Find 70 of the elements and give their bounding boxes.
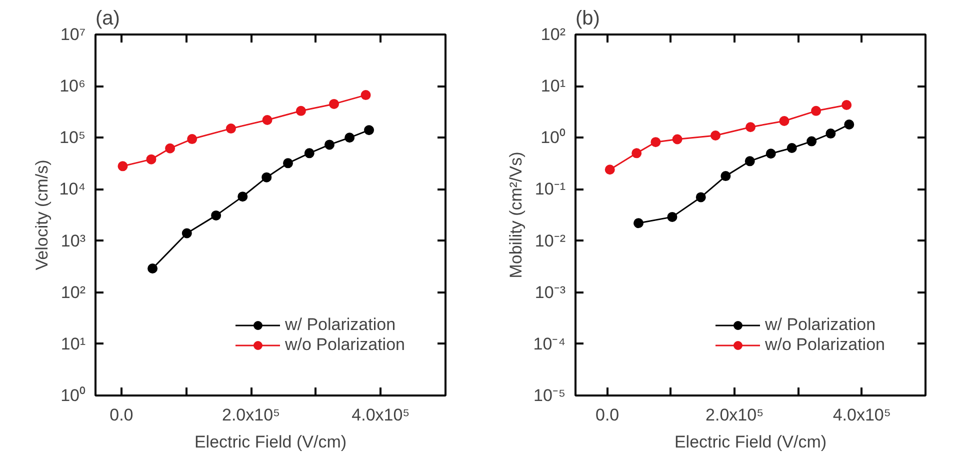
point — [364, 125, 374, 136]
point — [165, 143, 176, 154]
y-tick-label: 10¹ — [60, 334, 86, 354]
y-tick-label: 10⁻² — [534, 231, 566, 250]
y-tick-label: 10⁵ — [60, 128, 86, 148]
legend-label: w/ Polarization — [764, 315, 876, 335]
x-axis-title: Electric Field (V/cm) — [674, 432, 827, 452]
point — [744, 156, 755, 166]
point — [779, 116, 790, 126]
point — [786, 143, 797, 153]
point — [360, 90, 371, 100]
point — [329, 98, 340, 109]
point — [187, 134, 198, 144]
x-tick-label: 2.0x10⁵ — [222, 406, 280, 424]
point — [844, 119, 854, 130]
legend-label: w/o Polarization — [764, 335, 885, 355]
y-tick-label: 10⁷ — [60, 25, 86, 44]
point — [842, 100, 852, 110]
point — [118, 161, 128, 172]
point — [304, 148, 314, 158]
y-tick-label: 10⁰ — [540, 128, 566, 148]
y-axis-title: Velocity (cm/s) — [32, 160, 52, 270]
point — [283, 158, 293, 168]
x-tick-label: 0.0 — [110, 406, 134, 424]
y-tick-label: 10⁴ — [59, 180, 86, 199]
point — [262, 114, 272, 125]
y-tick-label: 10² — [60, 282, 86, 302]
point — [650, 137, 661, 148]
point — [806, 136, 817, 146]
x-tick-label: 4.0x10⁵ — [352, 406, 410, 424]
point — [811, 106, 822, 116]
y-tick-label: 10⁻⁵ — [534, 386, 566, 405]
y-tick-label: 10⁻¹ — [534, 180, 566, 199]
point — [238, 192, 248, 202]
point — [746, 122, 756, 132]
point — [672, 134, 682, 144]
point — [720, 171, 731, 182]
point — [766, 148, 776, 159]
point — [826, 128, 836, 139]
point — [634, 218, 644, 228]
point — [262, 172, 272, 182]
point — [182, 228, 192, 238]
y-tick-label: 10² — [540, 25, 566, 44]
legend-label: w/ Polarization — [284, 315, 396, 335]
x-tick-label: 2.0x10⁵ — [706, 406, 764, 424]
y-tick-label: 10³ — [60, 231, 86, 250]
point — [324, 140, 334, 150]
y-axis-title: Mobility (cm²/Vs) — [506, 152, 526, 278]
point — [604, 164, 615, 175]
y-tick-label: 10⁻³ — [534, 282, 566, 302]
point — [632, 148, 642, 158]
x-axis-title: Electric Field (V/cm) — [194, 432, 347, 452]
point — [296, 106, 306, 116]
y-tick-label: 10⁰ — [60, 386, 86, 405]
chart-title: (b) — [576, 8, 600, 30]
x-tick-label: 4.0x10⁵ — [832, 406, 891, 424]
point — [696, 192, 706, 202]
legend-label: w/o Polarization — [284, 335, 405, 355]
point — [710, 130, 720, 140]
point — [667, 212, 678, 222]
point — [146, 154, 156, 164]
y-tick-label: 10⁻⁴ — [533, 334, 566, 354]
point — [226, 124, 236, 134]
chart-title: (a) — [96, 8, 120, 30]
x-tick-label: 0.0 — [596, 406, 620, 424]
point — [211, 210, 222, 220]
y-tick-label: 10⁶ — [60, 76, 86, 96]
point — [344, 132, 355, 143]
point — [148, 264, 158, 274]
y-tick-label: 10¹ — [540, 76, 566, 96]
